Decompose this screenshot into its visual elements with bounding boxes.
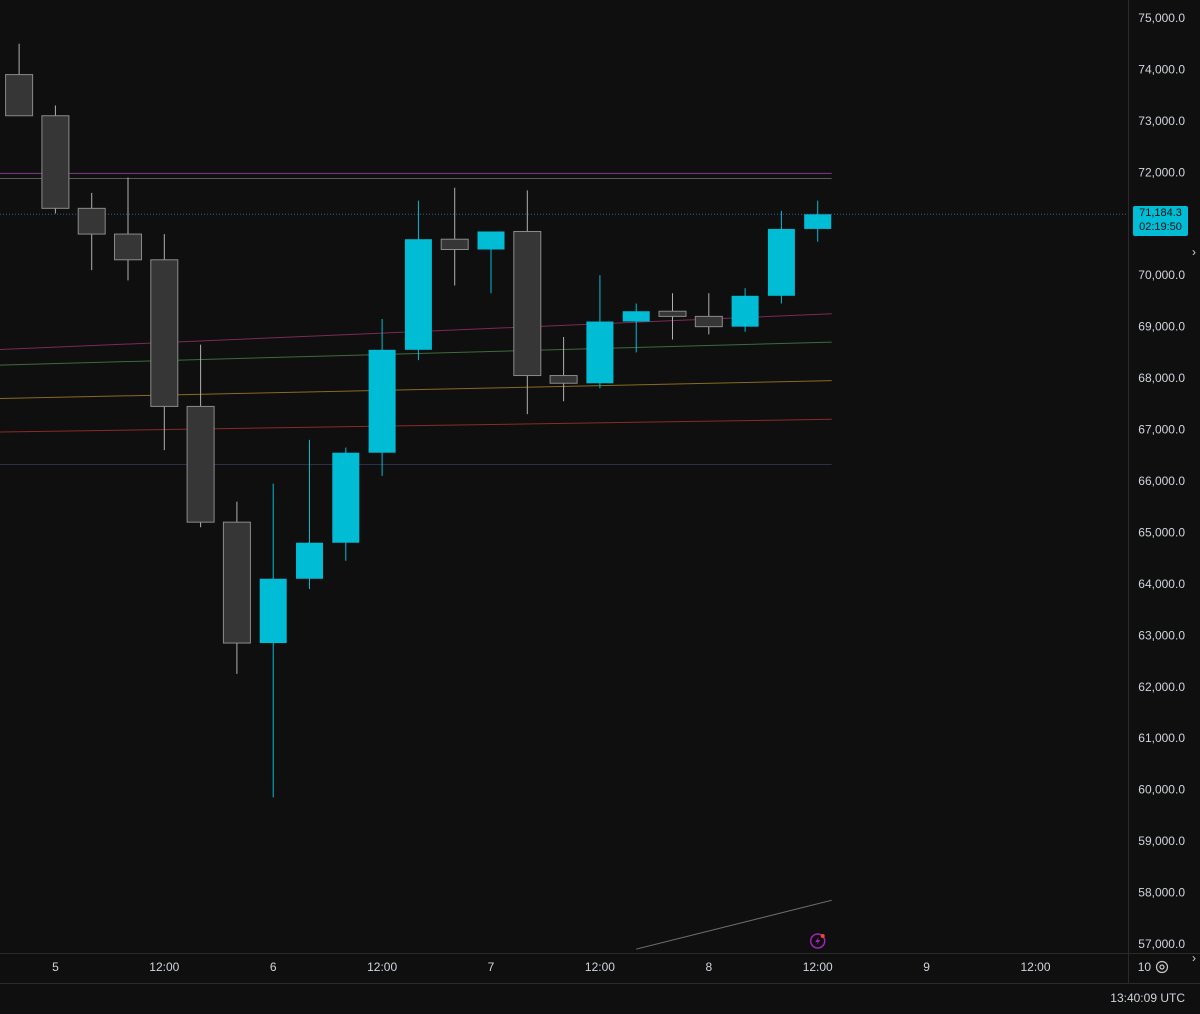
- x-tick-label: 7: [488, 960, 495, 974]
- y-tick-label: 60,000.0: [1138, 783, 1185, 797]
- x-tick-label: 12:00: [149, 960, 179, 974]
- candle-down[interactable]: [222, 521, 251, 644]
- candle-up[interactable]: [586, 321, 614, 384]
- candle-up[interactable]: [477, 231, 505, 250]
- trend-line[interactable]: [636, 899, 832, 950]
- gear-icon: [1155, 960, 1169, 974]
- y-tick-label: 67,000.0: [1138, 423, 1185, 437]
- current-price-label: 71,184.3: [1139, 207, 1182, 220]
- y-tick-label: 72,000.0: [1138, 165, 1185, 179]
- y-tick-label: 58,000.0: [1138, 886, 1185, 900]
- x-tick-label: 8: [705, 960, 712, 974]
- candle-down[interactable]: [440, 238, 469, 250]
- candle-up[interactable]: [332, 452, 360, 543]
- axis-settings-button[interactable]: [1152, 958, 1172, 976]
- candle-down[interactable]: [186, 405, 215, 523]
- candle-up[interactable]: [767, 228, 795, 296]
- candle-up[interactable]: [804, 214, 832, 229]
- candle-up[interactable]: [296, 542, 324, 579]
- y-tick-label: 62,000.0: [1138, 680, 1185, 694]
- candle-down[interactable]: [549, 375, 578, 384]
- y-tick-label: 57,000.0: [1138, 937, 1185, 951]
- countdown-label: 02:19:50: [1139, 221, 1182, 234]
- candle-down[interactable]: [513, 230, 542, 377]
- lightning-glyph: [815, 937, 821, 945]
- trend-line[interactable]: [0, 418, 832, 433]
- candle-down[interactable]: [5, 74, 34, 117]
- y-tick-label: 65,000.0: [1138, 525, 1185, 539]
- y-tick-label: 73,000.0: [1138, 114, 1185, 128]
- x-tick-label: 6: [270, 960, 277, 974]
- current-price-tag: 71,184.3 02:19:50: [1133, 206, 1188, 237]
- chevron-right-icon[interactable]: ›: [1192, 245, 1196, 259]
- y-tick-label: 64,000.0: [1138, 577, 1185, 591]
- candle-down[interactable]: [114, 233, 143, 261]
- x-tick-label: 5: [52, 960, 59, 974]
- y-tick-label: 74,000.0: [1138, 62, 1185, 76]
- y-tick-label: 59,000.0: [1138, 834, 1185, 848]
- y-tick-label: 75,000.0: [1138, 11, 1185, 25]
- y-tick-label: 68,000.0: [1138, 371, 1185, 385]
- footer-bar: 13:40:09 UTC: [0, 983, 1200, 1014]
- candle-up[interactable]: [368, 349, 396, 453]
- x-tick-label: 12:00: [367, 960, 397, 974]
- candle-down[interactable]: [658, 310, 687, 317]
- x-tick-label: 9: [923, 960, 930, 974]
- x-tick-label: 12:00: [585, 960, 615, 974]
- candle-down[interactable]: [150, 259, 179, 407]
- y-tick-label: 69,000.0: [1138, 320, 1185, 334]
- candlestick-chart[interactable]: 75,000.0 74,000.0 73,000.0 72,000.0 70,000.0…: [0, 0, 1200, 983]
- candle-up[interactable]: [259, 578, 287, 644]
- chevron-right-icon[interactable]: ›: [1192, 951, 1196, 965]
- candle-down[interactable]: [694, 315, 723, 328]
- candle-down[interactable]: [77, 207, 106, 235]
- lightning-icon[interactable]: [809, 933, 826, 949]
- candle-up[interactable]: [731, 295, 759, 327]
- y-tick-label: 66,000.0: [1138, 474, 1185, 488]
- y-tick-label: 63,000.0: [1138, 628, 1185, 642]
- x-tick-label: 12:00: [803, 960, 833, 974]
- y-tick-label: 61,000.0: [1138, 731, 1185, 745]
- x-tick-label: 10: [1138, 960, 1152, 974]
- candle-down[interactable]: [41, 115, 70, 209]
- utc-clock[interactable]: 13:40:09 UTC: [1110, 991, 1185, 1005]
- candle-up[interactable]: [622, 311, 650, 322]
- candle-up[interactable]: [404, 239, 432, 350]
- y-tick-label: 70,000.0: [1138, 268, 1185, 282]
- x-tick-label: 12:00: [1020, 960, 1050, 974]
- trend-line[interactable]: [0, 341, 832, 366]
- trend-line[interactable]: [0, 380, 832, 400]
- notification-dot: [820, 934, 825, 938]
